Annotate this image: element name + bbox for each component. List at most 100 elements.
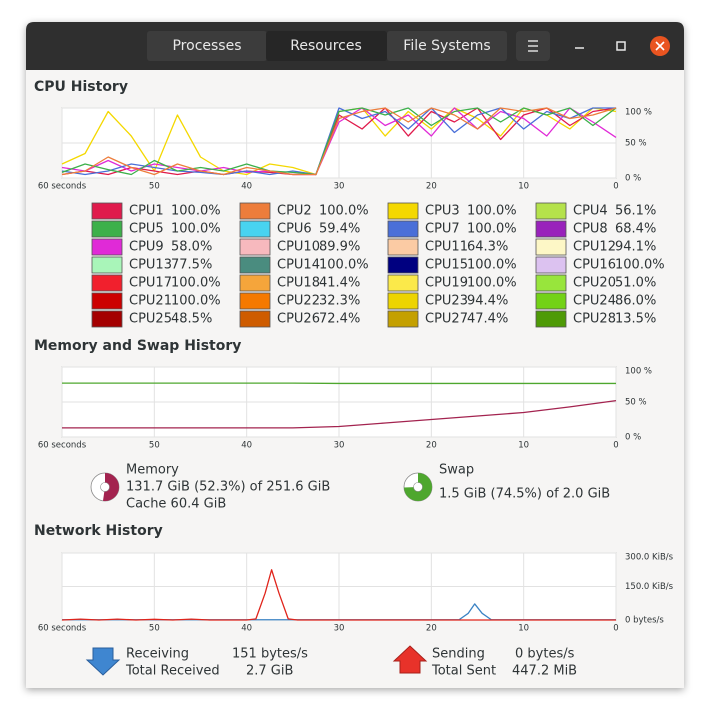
x-tick-label: 20 [426,441,437,451]
cpu-name: CPU26 [277,312,320,327]
tab-button[interactable] [266,31,387,61]
cpu-value: 89.9% [319,240,360,255]
cpu-color-swatch[interactable] [91,292,123,310]
section-title: Network History [34,523,163,539]
window [26,22,684,688]
cpu-value: 68.4% [615,222,656,237]
cpu-color-swatch[interactable] [239,238,271,256]
tab-label[interactable]: File Systems [403,38,490,54]
memory-cache: Cache 60.4 GiB [126,497,226,512]
cpu-name: CPU24 [573,294,616,309]
close-icon [655,41,665,51]
y-tick-label: 300.0 KiB/s [625,553,674,563]
cpu-color-swatch[interactable] [239,202,271,220]
cpu-color-swatch[interactable] [387,256,419,274]
cpu-name: CPU12 [573,240,616,255]
cpu-color-swatch[interactable] [239,220,271,238]
cpu-name: CPU9 [129,240,164,255]
cpu-value: 100.0% [171,294,221,309]
cpu-color-swatch[interactable] [535,256,567,274]
cpu-color-swatch[interactable] [387,220,419,238]
total-received-label: Total Received [125,664,220,679]
cpu-name: CPU28 [573,312,616,327]
x-tick-label: 60 seconds [38,624,87,634]
maximize-button[interactable] [616,41,626,51]
cpu-value: 100.0% [615,258,665,273]
cpu-name: CPU2 [277,204,312,219]
cpu-value: 100.0% [467,276,517,291]
cpu-color-swatch[interactable] [387,310,419,328]
cpu-name: CPU18 [277,276,320,291]
sending-label: Sending [432,647,485,662]
cpu-name: CPU1 [129,204,164,219]
cpu-color-swatch[interactable] [239,256,271,274]
cpu-color-swatch[interactable] [535,220,567,238]
cpu-color-swatch[interactable] [91,202,123,220]
cpu-color-swatch[interactable] [91,256,123,274]
x-tick-label: 40 [241,182,252,192]
sending-history-line [61,569,616,621]
cpu-name: CPU20 [573,276,616,291]
cpu-value: 47.4% [467,312,508,327]
tab-button[interactable] [147,31,267,61]
x-tick-label: 50 [149,624,160,634]
cpu-color-swatch[interactable] [91,274,123,292]
cpu-value: 100.0% [467,204,517,219]
cpu-history-line [61,107,617,176]
cpu-color-swatch[interactable] [387,274,419,292]
y-tick-label: 0 % [625,174,641,184]
cpu-name: CPU11 [425,240,468,255]
cpu-color-swatch[interactable] [91,310,123,328]
tab-label[interactable]: Processes [172,38,241,54]
cpu-color-swatch[interactable] [91,238,123,256]
total-sent: 447.2 MiB [512,664,577,679]
cpu-history-line [61,107,616,176]
y-tick-label: 0 bytes/s [625,616,664,626]
cpu-color-swatch[interactable] [239,292,271,310]
cpu-color-swatch[interactable] [387,238,419,256]
cpu-value: 13.5% [615,312,656,327]
x-tick-label: 60 seconds [38,441,87,451]
cpu-value: 100.0% [467,258,517,273]
memory-history-line [62,399,617,429]
x-tick-label: 60 seconds [38,182,87,192]
cpu-value: 51.0% [615,276,656,291]
swap-label: Swap [439,463,474,478]
section-title: Memory and Swap History [34,338,241,354]
cpu-value: 100.0% [319,258,369,273]
x-tick-label: 30 [334,182,345,192]
cpu-value: 94.1% [615,240,656,255]
sending-icon [392,645,428,674]
cpu-name: CPU3 [425,204,460,219]
tab-label[interactable]: Resources [290,38,362,54]
cpu-history-line [61,107,617,176]
cpu-color-swatch[interactable] [387,292,419,310]
cpu-color-swatch[interactable] [535,310,567,328]
cpu-value: 64.3% [467,240,508,255]
menu-icon [528,40,538,52]
memory-usage: 131.7 GiB (52.3%) of 251.6 GiB [126,480,330,495]
cpu-name: CPU23 [425,294,468,309]
x-tick-label: 40 [241,624,252,634]
section-title: CPU History [34,79,128,95]
x-tick-label: 10 [518,624,529,634]
cpu-name: CPU15 [425,258,468,273]
cpu-color-swatch[interactable] [535,292,567,310]
tab-button[interactable] [387,31,507,61]
cpu-name: CPU17 [129,276,172,291]
swap-usage: 1.5 GiB (74.5%) of 2.0 GiB [439,487,610,502]
cpu-value: 59.4% [319,222,360,237]
x-tick-label: 50 [149,441,160,451]
cpu-color-swatch[interactable] [535,202,567,220]
cpu-name: CPU4 [573,204,608,219]
cpu-color-swatch[interactable] [91,220,123,238]
cpu-color-swatch[interactable] [535,238,567,256]
cpu-color-swatch[interactable] [387,202,419,220]
cpu-color-swatch[interactable] [239,274,271,292]
cpu-color-swatch[interactable] [535,274,567,292]
receiving-icon [85,647,121,676]
x-tick-label: 30 [334,624,345,634]
cpu-color-swatch[interactable] [239,310,271,328]
cpu-value: 58.0% [171,240,212,255]
